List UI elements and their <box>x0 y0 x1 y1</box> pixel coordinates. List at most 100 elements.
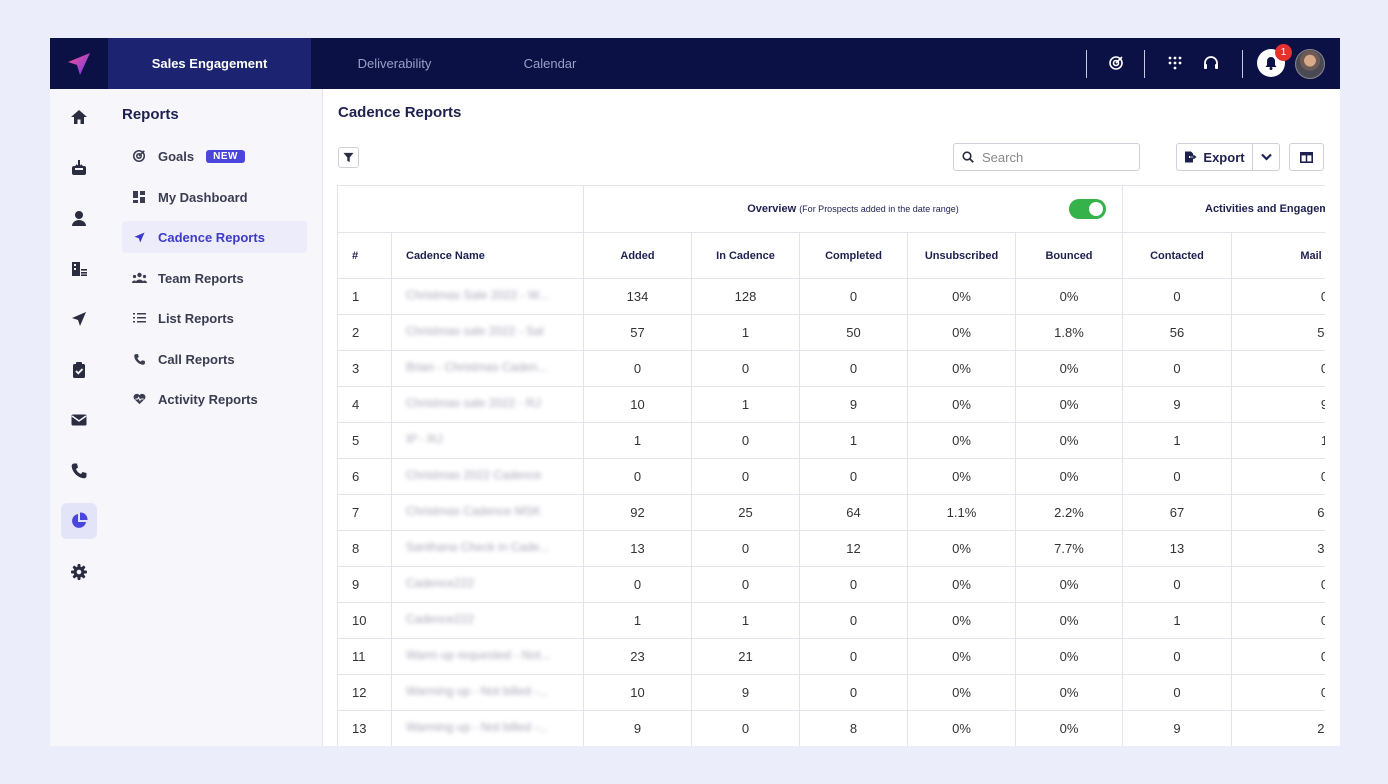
inbox-icon[interactable] <box>61 150 97 186</box>
home-icon[interactable] <box>61 99 97 135</box>
tab-sales-engagement[interactable]: Sales Engagement <box>108 38 311 89</box>
headset-icon[interactable] <box>1200 52 1222 74</box>
col-header-cadence-name[interactable]: Cadence Name <box>391 232 584 279</box>
col-header-completed[interactable]: Completed <box>799 232 908 279</box>
avatar[interactable] <box>1295 49 1325 79</box>
cadence-name-link[interactable]: Christmas Sale 2022 - W... <box>406 288 549 302</box>
bell-icon <box>1265 57 1277 70</box>
chevron-down-icon <box>1260 153 1272 161</box>
cell-mail-sent: 67 <box>1231 494 1325 531</box>
search-input[interactable] <box>982 149 1122 165</box>
sidebar-item-call-reports[interactable]: Call Reports <box>122 343 307 375</box>
table-row[interactable]: 8 Santhana Check in Cade... 13 0 12 0% 7.7% 13 3… <box>337 530 1325 567</box>
table-row[interactable]: 12 Warming up - Not billed -... 10 9 0 0% 0% 0 0 <box>337 674 1325 711</box>
cadence-name-link[interactable]: Warm up requested - Not... <box>406 648 551 662</box>
col-header-bounced[interactable]: Bounced <box>1015 232 1123 279</box>
cadence-name-link[interactable]: Santhana Check in Cade... <box>406 540 550 554</box>
cell-cadence-name[interactable]: Christmas sale 2022 - RJ <box>391 386 584 423</box>
cell-contacted: 0 <box>1122 458 1232 495</box>
col-header-contacted[interactable]: Contacted <box>1122 232 1232 279</box>
cell-cadence-name[interactable]: Christmas Sale 2022 - W... <box>391 278 584 315</box>
table-row[interactable]: 6 Christmas 2022 Cadence 0 0 0 0% 0% 0 0 <box>337 458 1325 495</box>
cell-cadence-name[interactable]: Cadence222 <box>391 602 584 639</box>
cadence-name-link[interactable]: Brian - Christmas Caden... <box>406 360 548 374</box>
app-logo[interactable] <box>50 38 108 89</box>
table-row[interactable]: 9 Cadence222 0 0 0 0% 0% 0 0 <box>337 566 1325 603</box>
team-icon <box>130 272 148 284</box>
cell-mail-sent: 0 <box>1231 278 1325 315</box>
sidebar-item-activity-reports[interactable]: Activity Reports <box>122 383 307 415</box>
heart-pulse-icon <box>130 393 148 405</box>
cadence-name-link[interactable]: Christmas 2022 Cadence <box>406 468 542 482</box>
col-header-unsubscribed[interactable]: Unsubscribed <box>907 232 1016 279</box>
cell-cadence-name[interactable]: Christmas 2022 Cadence <box>391 458 584 495</box>
cell-cadence-name[interactable]: Warming up - Not billed -... <box>391 710 584 746</box>
cell-contacted: 67 <box>1122 494 1232 531</box>
col-header-number[interactable]: # <box>337 232 392 279</box>
cadence-name-link[interactable]: Cadence222 <box>406 612 475 626</box>
clipboard-icon[interactable] <box>61 352 97 388</box>
export-dropdown-button[interactable] <box>1253 153 1279 161</box>
grid-icon[interactable] <box>1164 52 1186 74</box>
cadence-name-link[interactable]: Christmas sale 2022 - Sal <box>406 324 544 338</box>
tab-calendar[interactable]: Calendar <box>523 56 577 71</box>
reports-icon[interactable] <box>61 503 97 539</box>
tab-deliverability[interactable]: Deliverability <box>357 56 432 71</box>
sidebar-item-list-reports[interactable]: List Reports <box>122 302 307 334</box>
sidebar-item-team-reports[interactable]: Team Reports <box>122 262 307 294</box>
cadence-name-link[interactable]: Warming up - Not billed -... <box>406 720 549 734</box>
col-header-in-cadence[interactable]: In Cadence <box>691 232 800 279</box>
phone-icon[interactable] <box>61 453 97 489</box>
cell-added: 0 <box>583 566 692 603</box>
cell-mail-sent: 0 <box>1231 602 1325 639</box>
cell-cadence-name[interactable]: Cadence222 <box>391 566 584 603</box>
cadence-name-link[interactable]: IP - RJ <box>406 432 443 446</box>
cadence-name-link[interactable]: Cadence222 <box>406 576 475 590</box>
cadence-name-link[interactable]: Warming up - Not billed -... <box>406 684 549 698</box>
col-header-added[interactable]: Added <box>583 232 692 279</box>
goals-icon[interactable] <box>1105 52 1127 74</box>
cell-cadence-name[interactable]: Warming up - Not billed -... <box>391 674 584 711</box>
filter-icon <box>343 152 354 163</box>
mail-icon[interactable] <box>61 402 97 438</box>
cell-number: 13 <box>337 710 392 746</box>
cell-cadence-name[interactable]: Christmas sale 2022 - Sal <box>391 314 584 351</box>
table-row[interactable]: 5 IP - RJ 1 0 1 0% 0% 1 1 <box>337 422 1325 459</box>
col-header-mail-sent[interactable]: Mail Sent <box>1231 232 1325 279</box>
search-box[interactable] <box>953 143 1140 171</box>
cadence-name-link[interactable]: Christmas sale 2022 - RJ <box>406 396 541 410</box>
export-icon <box>1185 151 1197 163</box>
columns-button[interactable] <box>1289 143 1324 171</box>
table-row[interactable]: 1 Christmas Sale 2022 - W... 134 128 0 0% 0% 0 0 <box>337 278 1325 315</box>
table-body: 1 Christmas Sale 2022 - W... 134 128 0 0% 0% 0 0… <box>337 278 1325 746</box>
cell-cadence-name[interactable]: Warm up requested - Not... <box>391 638 584 675</box>
cell-in-cadence: 21 <box>691 638 800 675</box>
user-icon[interactable] <box>61 200 97 236</box>
overview-toggle[interactable] <box>1069 199 1106 219</box>
send-icon[interactable] <box>61 301 97 337</box>
cell-bounced: 0% <box>1015 710 1123 746</box>
filter-button[interactable] <box>338 147 359 168</box>
export-button[interactable]: Export <box>1177 144 1253 170</box>
notifications-button[interactable]: 1 <box>1257 44 1292 77</box>
table-row[interactable]: 2 Christmas sale 2022 - Sal 57 1 50 0% 1.8% 56 5… <box>337 314 1325 351</box>
settings-icon[interactable] <box>61 554 97 590</box>
sidebar-item-label: List Reports <box>158 310 234 326</box>
cell-cadence-name[interactable]: Santhana Check in Cade... <box>391 530 584 567</box>
cell-cadence-name[interactable]: Brian - Christmas Caden... <box>391 350 584 387</box>
table-row[interactable]: 10 Cadence222 1 1 0 0% 0% 1 0 <box>337 602 1325 639</box>
accounts-icon[interactable] <box>61 251 97 287</box>
table-row[interactable]: 4 Christmas sale 2022 - RJ 10 1 9 0% 0% 9 9 <box>337 386 1325 423</box>
sidebar-item-my-dashboard[interactable]: My Dashboard <box>122 181 307 213</box>
table-row[interactable]: 11 Warm up requested - Not... 23 21 0 0% 0% 0 0 <box>337 638 1325 675</box>
cell-in-cadence: 128 <box>691 278 800 315</box>
cell-bounced: 0% <box>1015 674 1123 711</box>
cadence-name-link[interactable]: Christmas Cadence MSK <box>406 504 541 518</box>
sidebar-item-cadence-reports[interactable]: Cadence Reports <box>122 221 307 253</box>
cell-cadence-name[interactable]: IP - RJ <box>391 422 584 459</box>
sidebar-item-goals[interactable]: Goals NEW <box>122 140 307 172</box>
cell-cadence-name[interactable]: Christmas Cadence MSK <box>391 494 584 531</box>
table-row[interactable]: 3 Brian - Christmas Caden... 0 0 0 0% 0% 0 0 <box>337 350 1325 387</box>
